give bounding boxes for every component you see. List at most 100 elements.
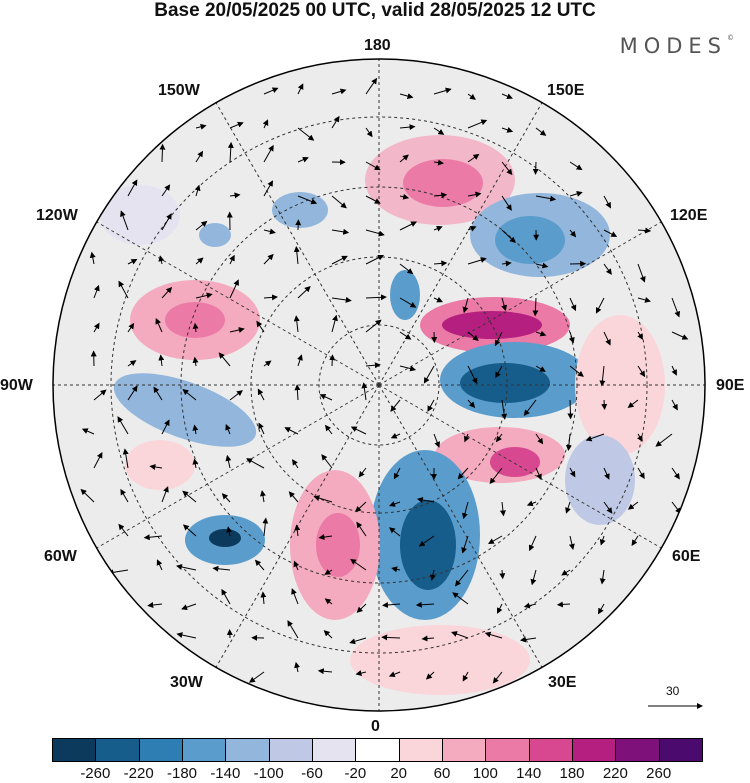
wind-vector (324, 569, 333, 575)
wind-vector (153, 386, 163, 401)
wind-vector (297, 286, 311, 299)
negative-anomaly (272, 192, 328, 228)
wind-vector (195, 123, 207, 130)
wind-vector (452, 592, 469, 605)
colorbar-cell (52, 738, 97, 762)
wind-vector (382, 601, 401, 608)
lon-label-30w: 30W (170, 674, 203, 691)
wind-vector (331, 195, 347, 209)
wind-vector (155, 317, 163, 333)
wind-vector (356, 521, 367, 537)
wind-vector (530, 569, 537, 586)
wind-vector (601, 399, 608, 410)
wind-vector (192, 458, 199, 469)
meridian-line (378, 384, 662, 549)
wind-vector (355, 670, 367, 676)
wind-vector (161, 486, 169, 503)
wind-vector (569, 190, 583, 197)
wind-vector (294, 384, 301, 401)
wind-vector (263, 360, 272, 367)
wind-vector (523, 602, 537, 609)
wind-vector (93, 452, 103, 469)
wind-vector (535, 262, 549, 269)
wind-vector (161, 286, 173, 299)
wind-vector (294, 661, 300, 673)
wind-vector (489, 467, 503, 485)
wind-vector (192, 424, 199, 435)
wind-vector (80, 488, 95, 503)
wind-vector (467, 365, 478, 385)
colorbar-cell (658, 738, 703, 762)
wind-vector (599, 535, 606, 546)
wind-vector (319, 394, 333, 401)
wind-vector (462, 671, 469, 682)
wind-vector (433, 192, 448, 199)
wind-vector (349, 637, 367, 645)
colorbar-cell (268, 738, 313, 762)
wind-vector (229, 121, 244, 129)
colorbar-tick-label: -220 (123, 765, 154, 782)
wind-vector (399, 93, 414, 99)
wind-vector (365, 195, 381, 204)
wind-vector (467, 257, 487, 265)
wind-vector (462, 501, 469, 520)
wind-vector (603, 467, 610, 480)
wind-vector (323, 630, 333, 639)
wind-vector (390, 399, 401, 412)
wind-vector (194, 184, 201, 197)
negative-anomaly-core (400, 500, 456, 590)
reference-vector-label: 30 (666, 684, 680, 698)
wind-vector (603, 501, 613, 514)
wind-vector (122, 448, 129, 469)
wind-vector (425, 671, 435, 680)
wind-vector (528, 535, 537, 552)
wind-vector (603, 195, 611, 209)
wind-vector (535, 433, 544, 445)
wind-vector (457, 467, 469, 480)
colorbar-cell (355, 738, 400, 762)
wind-vector (568, 535, 575, 550)
wind-vector (488, 535, 503, 544)
wind-vector (365, 161, 381, 171)
wind-vector (399, 263, 414, 275)
map-border (52, 58, 706, 712)
wind-vector (494, 331, 503, 347)
wind-vector (120, 488, 129, 503)
wind-vector (390, 432, 401, 439)
wind-vector (415, 601, 435, 608)
wind-vector (495, 433, 503, 443)
wind-vector (569, 297, 577, 312)
wind-vector (159, 143, 166, 163)
wind-vector (331, 314, 338, 333)
wind-vector (484, 631, 503, 639)
negative-anomaly-core (460, 363, 550, 403)
colorbar-tick-label: 60 (433, 765, 451, 782)
wind-vector (627, 501, 639, 510)
positive-anomaly (125, 440, 195, 490)
colorbar-cell (225, 738, 270, 762)
wind-vector (462, 297, 469, 314)
wind-vector (399, 124, 416, 131)
positive-anomaly-core (490, 447, 540, 477)
negative-anomaly (199, 223, 231, 247)
colorbar-tick-label: 100 (472, 765, 498, 782)
lon-label-60w: 60W (44, 548, 77, 565)
wind-vector (427, 399, 435, 412)
wind-vector (671, 331, 689, 340)
wind-vector (433, 296, 444, 303)
wind-vector (288, 491, 299, 503)
wind-vector (393, 467, 401, 480)
lon-label-90e: 90E (716, 377, 745, 394)
wind-vector (358, 467, 367, 478)
lon-label-90w: 90W (0, 377, 33, 394)
wind-vector (365, 77, 378, 95)
wind-vector (399, 331, 412, 340)
wind-vector (637, 227, 652, 234)
wind-vector (93, 284, 100, 299)
wind-vector (671, 467, 680, 480)
wind-vector (365, 319, 382, 333)
wind-vector (225, 454, 232, 469)
wind-vector (331, 296, 352, 303)
negative-anomaly (565, 435, 635, 525)
wind-vector (599, 569, 606, 585)
